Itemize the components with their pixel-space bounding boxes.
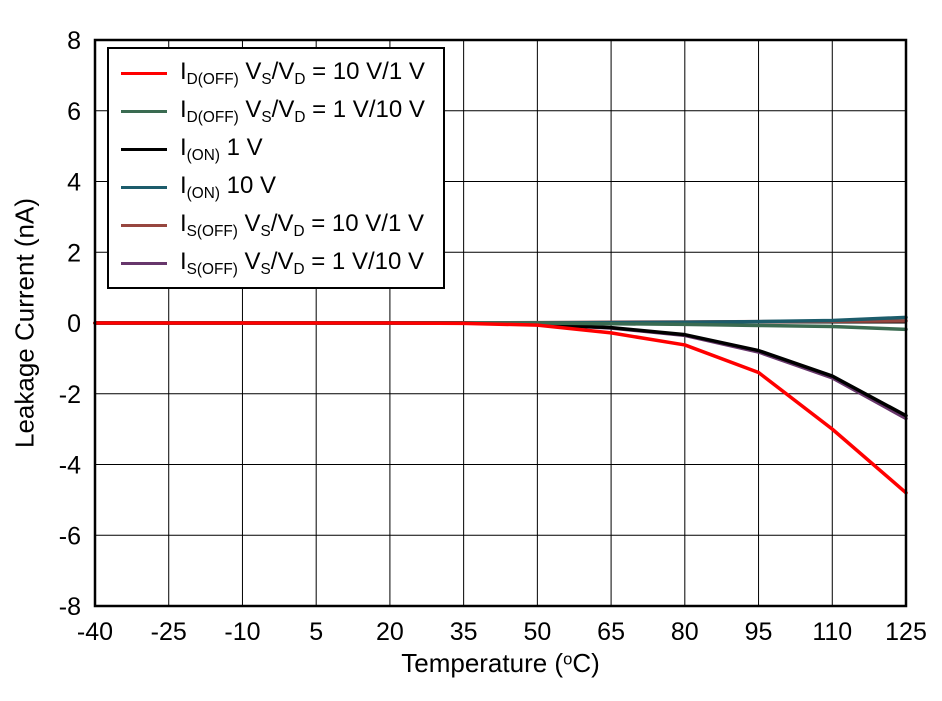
y-tick-label: 2 [67,239,81,267]
x-tick-label: 35 [450,618,478,646]
plot-border [93,38,908,608]
series-line [93,321,908,421]
series-line [93,321,908,418]
x-tick-label: -40 [77,618,113,646]
x-tick-label: 110 [812,618,852,646]
y-tick-label: -6 [59,522,81,550]
x-tick-label: 50 [523,618,551,646]
legend: ID(OFF) VS/VD = 10 V/1 V ID(OFF) VS/VD = … [107,47,445,289]
x-tick-label: 80 [671,618,699,646]
legend-line-swatch [121,261,167,265]
legend-label: IS(OFF) VS/VD = 1 V/10 V [180,247,424,278]
y-tick-label: 4 [67,169,81,197]
legend-item: ID(OFF) VS/VD = 1 V/10 V [121,92,425,130]
legend-label: I(ON) 1 V [180,133,263,164]
x-tick-label: -10 [224,618,260,646]
legend-item: IS(OFF) VS/VD = 10 V/1 V [121,206,425,244]
legend-line-swatch [121,109,167,113]
x-tick-label: 65 [597,618,625,646]
legend-label: IS(OFF) VS/VD = 10 V/1 V [180,209,424,240]
legend-label: ID(OFF) VS/VD = 1 V/10 V [180,95,425,126]
y-tick-label: 0 [67,310,81,338]
series-line [93,321,908,495]
legend-line-swatch [121,71,167,75]
y-tick-label: 6 [67,98,81,126]
y-tick-label: -8 [59,593,81,621]
y-tick-label: -2 [59,381,81,409]
legend-line-swatch [121,223,167,227]
x-tick-label: 20 [376,618,404,646]
legend-label: I(ON) 10 V [180,171,276,202]
legend-item: ID(OFF) VS/VD = 10 V/1 V [121,54,425,92]
legend-line-swatch [121,185,167,189]
x-axis-label: Temperature (oC) [401,648,600,678]
legend-item: I(ON) 1 V [121,130,425,168]
x-tick-label: 5 [309,618,323,646]
y-tick-label: 8 [67,27,81,55]
x-tick-label: -25 [151,618,187,646]
y-tick-label: -4 [59,452,81,480]
x-tick-label: 95 [745,618,773,646]
y-axis-label: Leakage Current (nA) [9,197,40,449]
legend-line-swatch [121,147,167,151]
legend-item: I(ON) 10 V [121,168,425,206]
legend-item: IS(OFF) VS/VD = 1 V/10 V [121,244,425,282]
legend-label: ID(OFF) VS/VD = 10 V/1 V [180,57,425,88]
x-tick-label: 125 [885,618,927,646]
